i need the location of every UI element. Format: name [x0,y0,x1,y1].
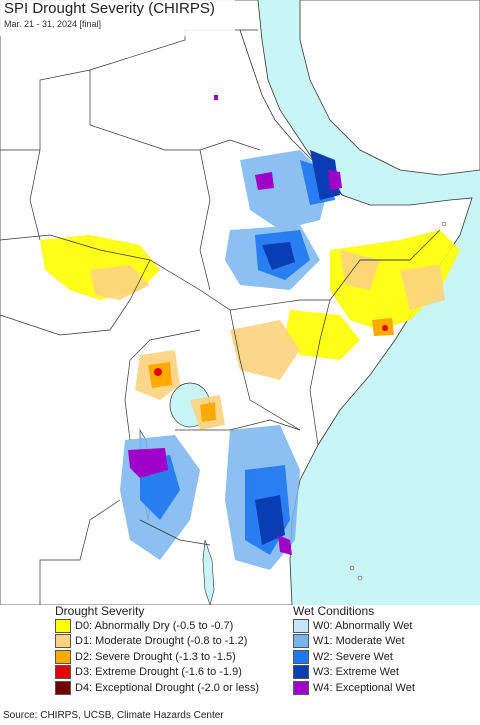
wet-legend: Wet Conditions W0: Abnormally Wet W1: Mo… [293,604,415,696]
swatch-d4 [55,680,71,695]
map-subtitle: Mar. 21 - 31, 2024 [final] [4,19,102,29]
legend-label-d4: D4: Exceptional Drought (-2.0 or less) [75,681,260,694]
country-borders [0,29,441,605]
source-credit: Source: CHIRPS, UCSB, Climate Hazards Ce… [3,710,224,721]
swatch-d2 [55,649,71,664]
swatch-w3 [293,665,309,680]
legend-label-w3: W3: Extreme Wet [313,666,399,679]
drought-d1-regions [90,250,445,430]
map-title: SPI Drought Severity (CHIRPS) [4,0,215,17]
lake-malawi [202,539,215,605]
legend-item-w4: W4: Exceptional Wet [293,680,415,696]
legend-item-w1: W1: Moderate Wet [293,634,415,650]
legend-label-d0: D0: Abnormally Dry (-0.5 to -0.7) [75,619,234,632]
legend-item-d3: D3: Extreme Drought (-1.6 to -1.9) [55,665,259,681]
islands [349,221,447,581]
drought-map [0,0,480,605]
title-background [0,0,235,36]
legend: Drought Severity D0: Abnormally Dry (-0.… [0,604,480,704]
legend-label-w1: W1: Moderate Wet [313,635,405,648]
legend-item-d2: D2: Severe Drought (-1.3 to -1.5) [55,649,259,665]
legend-label-w2: W2: Severe Wet [313,650,393,663]
legend-item-d4: D4: Exceptional Drought (-2.0 or less) [55,680,259,696]
drought-legend-title: Drought Severity [55,604,145,618]
arabia-land [299,0,480,176]
legend-label-w0: W0: Abnormally Wet [313,619,413,632]
swatch-d3 [55,665,71,680]
drought-legend: Drought Severity D0: Abnormally Dry (-0.… [55,604,259,696]
swatch-d1 [55,634,71,649]
legend-item-w2: W2: Severe Wet [293,649,415,665]
wet-w4-regions [128,95,342,555]
drought-d3-regions [154,325,388,376]
legend-item-w3: W3: Extreme Wet [293,665,415,681]
swatch-w2 [293,649,309,664]
legend-label-d1: D1: Moderate Drought (-0.8 to -1.2) [75,635,248,648]
swatch-w1 [293,634,309,649]
swatch-w0 [293,618,309,633]
legend-item-w0: W0: Abnormally Wet [293,618,415,634]
swatch-w4 [293,680,309,695]
wet-legend-title: Wet Conditions [293,604,375,618]
legend-label-d2: D2: Severe Drought (-1.3 to -1.5) [75,650,236,663]
legend-label-d3: D3: Extreme Drought (-1.6 to -1.9) [75,666,242,679]
swatch-d0 [55,618,71,633]
legend-label-w4: W4: Exceptional Wet [313,681,415,694]
legend-item-d0: D0: Abnormally Dry (-0.5 to -0.7) [55,618,259,634]
legend-item-d1: D1: Moderate Drought (-0.8 to -1.2) [55,634,259,650]
